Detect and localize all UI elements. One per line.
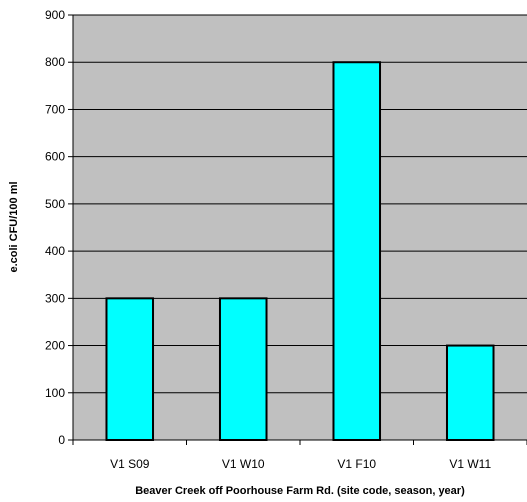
x-tick-label: V1 F10 [337,457,376,471]
x-axis-title: Beaver Creek off Poorhouse Farm Rd. (sit… [135,485,465,497]
y-tick-label: 500 [45,197,65,211]
bar [105,297,155,442]
bar [218,297,268,442]
y-tick-label: 300 [45,291,65,305]
x-tick-label: V1 W11 [449,457,491,471]
x-tick-label: V1 W10 [222,457,265,471]
y-tick-label: 200 [45,339,65,353]
y-tick-label: 900 [45,8,65,22]
y-tick-label: 600 [45,150,65,164]
y-tick-label: 800 [45,55,65,69]
y-tick-label: 700 [45,102,65,116]
bar [445,344,495,441]
y-axis-ticks: 0 100 200 300 400 500 600 700 800 900 [45,8,73,447]
y-axis-title: e.coli CFU/100 ml [8,181,20,272]
y-tick-label: 0 [58,433,65,447]
bar [332,61,382,441]
y-tick-label: 400 [45,244,65,258]
x-tick-label: V1 S09 [110,457,150,471]
x-axis-ticks: V1 S09 V1 W10 V1 F10 V1 W11 [72,440,527,471]
y-tick-label: 100 [45,386,65,400]
bars [105,61,495,442]
